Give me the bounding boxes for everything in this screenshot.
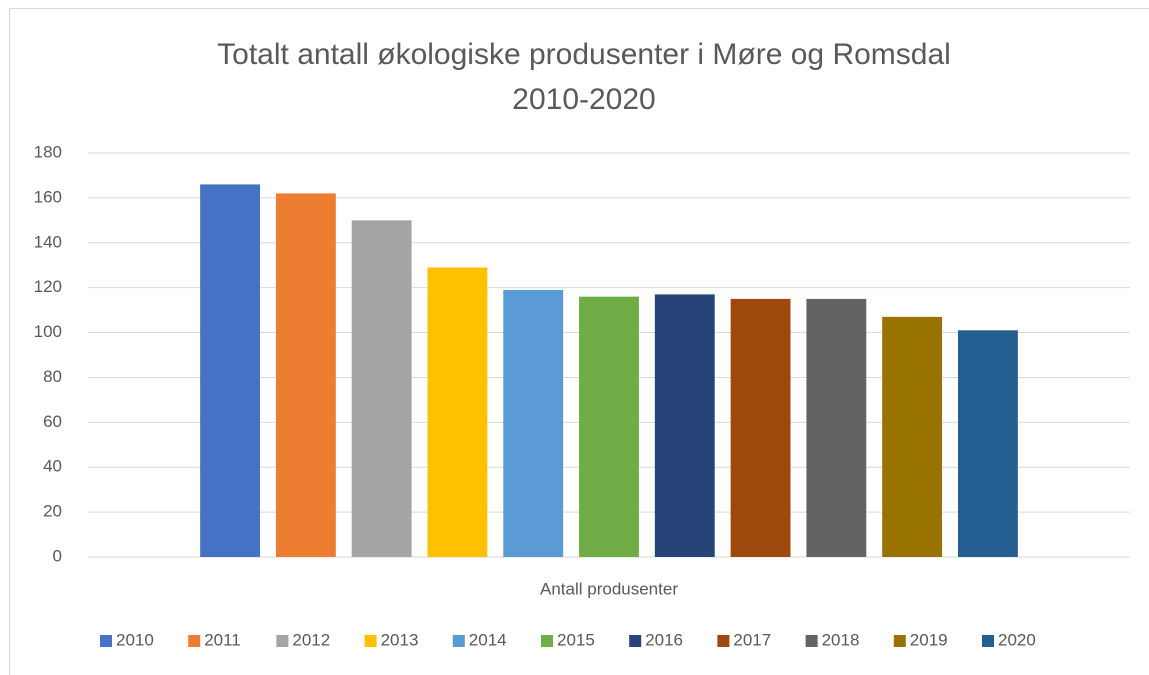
legend-swatch — [188, 635, 201, 647]
legend-label: 2015 — [557, 630, 595, 649]
y-tick-label: 20 — [43, 502, 62, 521]
legend-swatch — [629, 635, 642, 647]
legend-swatch — [805, 635, 818, 647]
y-tick-label: 120 — [34, 277, 62, 296]
legend-swatch — [893, 635, 906, 647]
bar — [654, 294, 715, 557]
x-tick-label: Antall produsenter — [540, 579, 678, 598]
legend-swatch — [541, 635, 553, 647]
legend-label: 2019 — [910, 630, 948, 649]
y-tick-label: 60 — [43, 412, 62, 431]
legend-label: 2013 — [381, 630, 419, 649]
bar — [806, 298, 867, 557]
legend-label: 2018 — [822, 630, 860, 649]
legend-label: 2012 — [292, 630, 330, 649]
bar — [200, 184, 261, 557]
legend-swatch — [100, 635, 112, 647]
legend-label: 2017 — [733, 630, 771, 649]
bar — [730, 298, 791, 557]
bar — [579, 296, 639, 557]
y-tick-label: 140 — [34, 232, 62, 251]
legend-label: 2020 — [998, 630, 1036, 649]
legend-swatch — [982, 635, 994, 647]
y-tick-label: 40 — [43, 457, 62, 476]
y-tick-label: 100 — [34, 322, 62, 341]
legend-label: 2011 — [204, 630, 241, 649]
legend-label: 2014 — [469, 630, 507, 649]
bar — [427, 267, 488, 557]
y-tick-label: 160 — [34, 187, 62, 206]
bar — [957, 330, 1018, 557]
y-tick-label: 180 — [34, 142, 62, 161]
bar — [882, 316, 943, 557]
chart-title: 2010-2020 — [512, 83, 655, 116]
bar — [503, 289, 564, 557]
y-tick-label: 80 — [43, 367, 62, 386]
chart-title: Totalt antall økologiske produsenter i M… — [217, 38, 951, 71]
legend-swatch — [364, 635, 377, 647]
y-tick-label: 0 — [53, 546, 62, 565]
legend-swatch — [717, 635, 730, 647]
legend-label: 2010 — [116, 630, 154, 649]
legend-swatch — [276, 635, 289, 647]
legend-swatch — [452, 635, 465, 647]
legend-label: 2016 — [645, 630, 683, 649]
bar — [351, 220, 412, 558]
bar — [275, 193, 336, 557]
